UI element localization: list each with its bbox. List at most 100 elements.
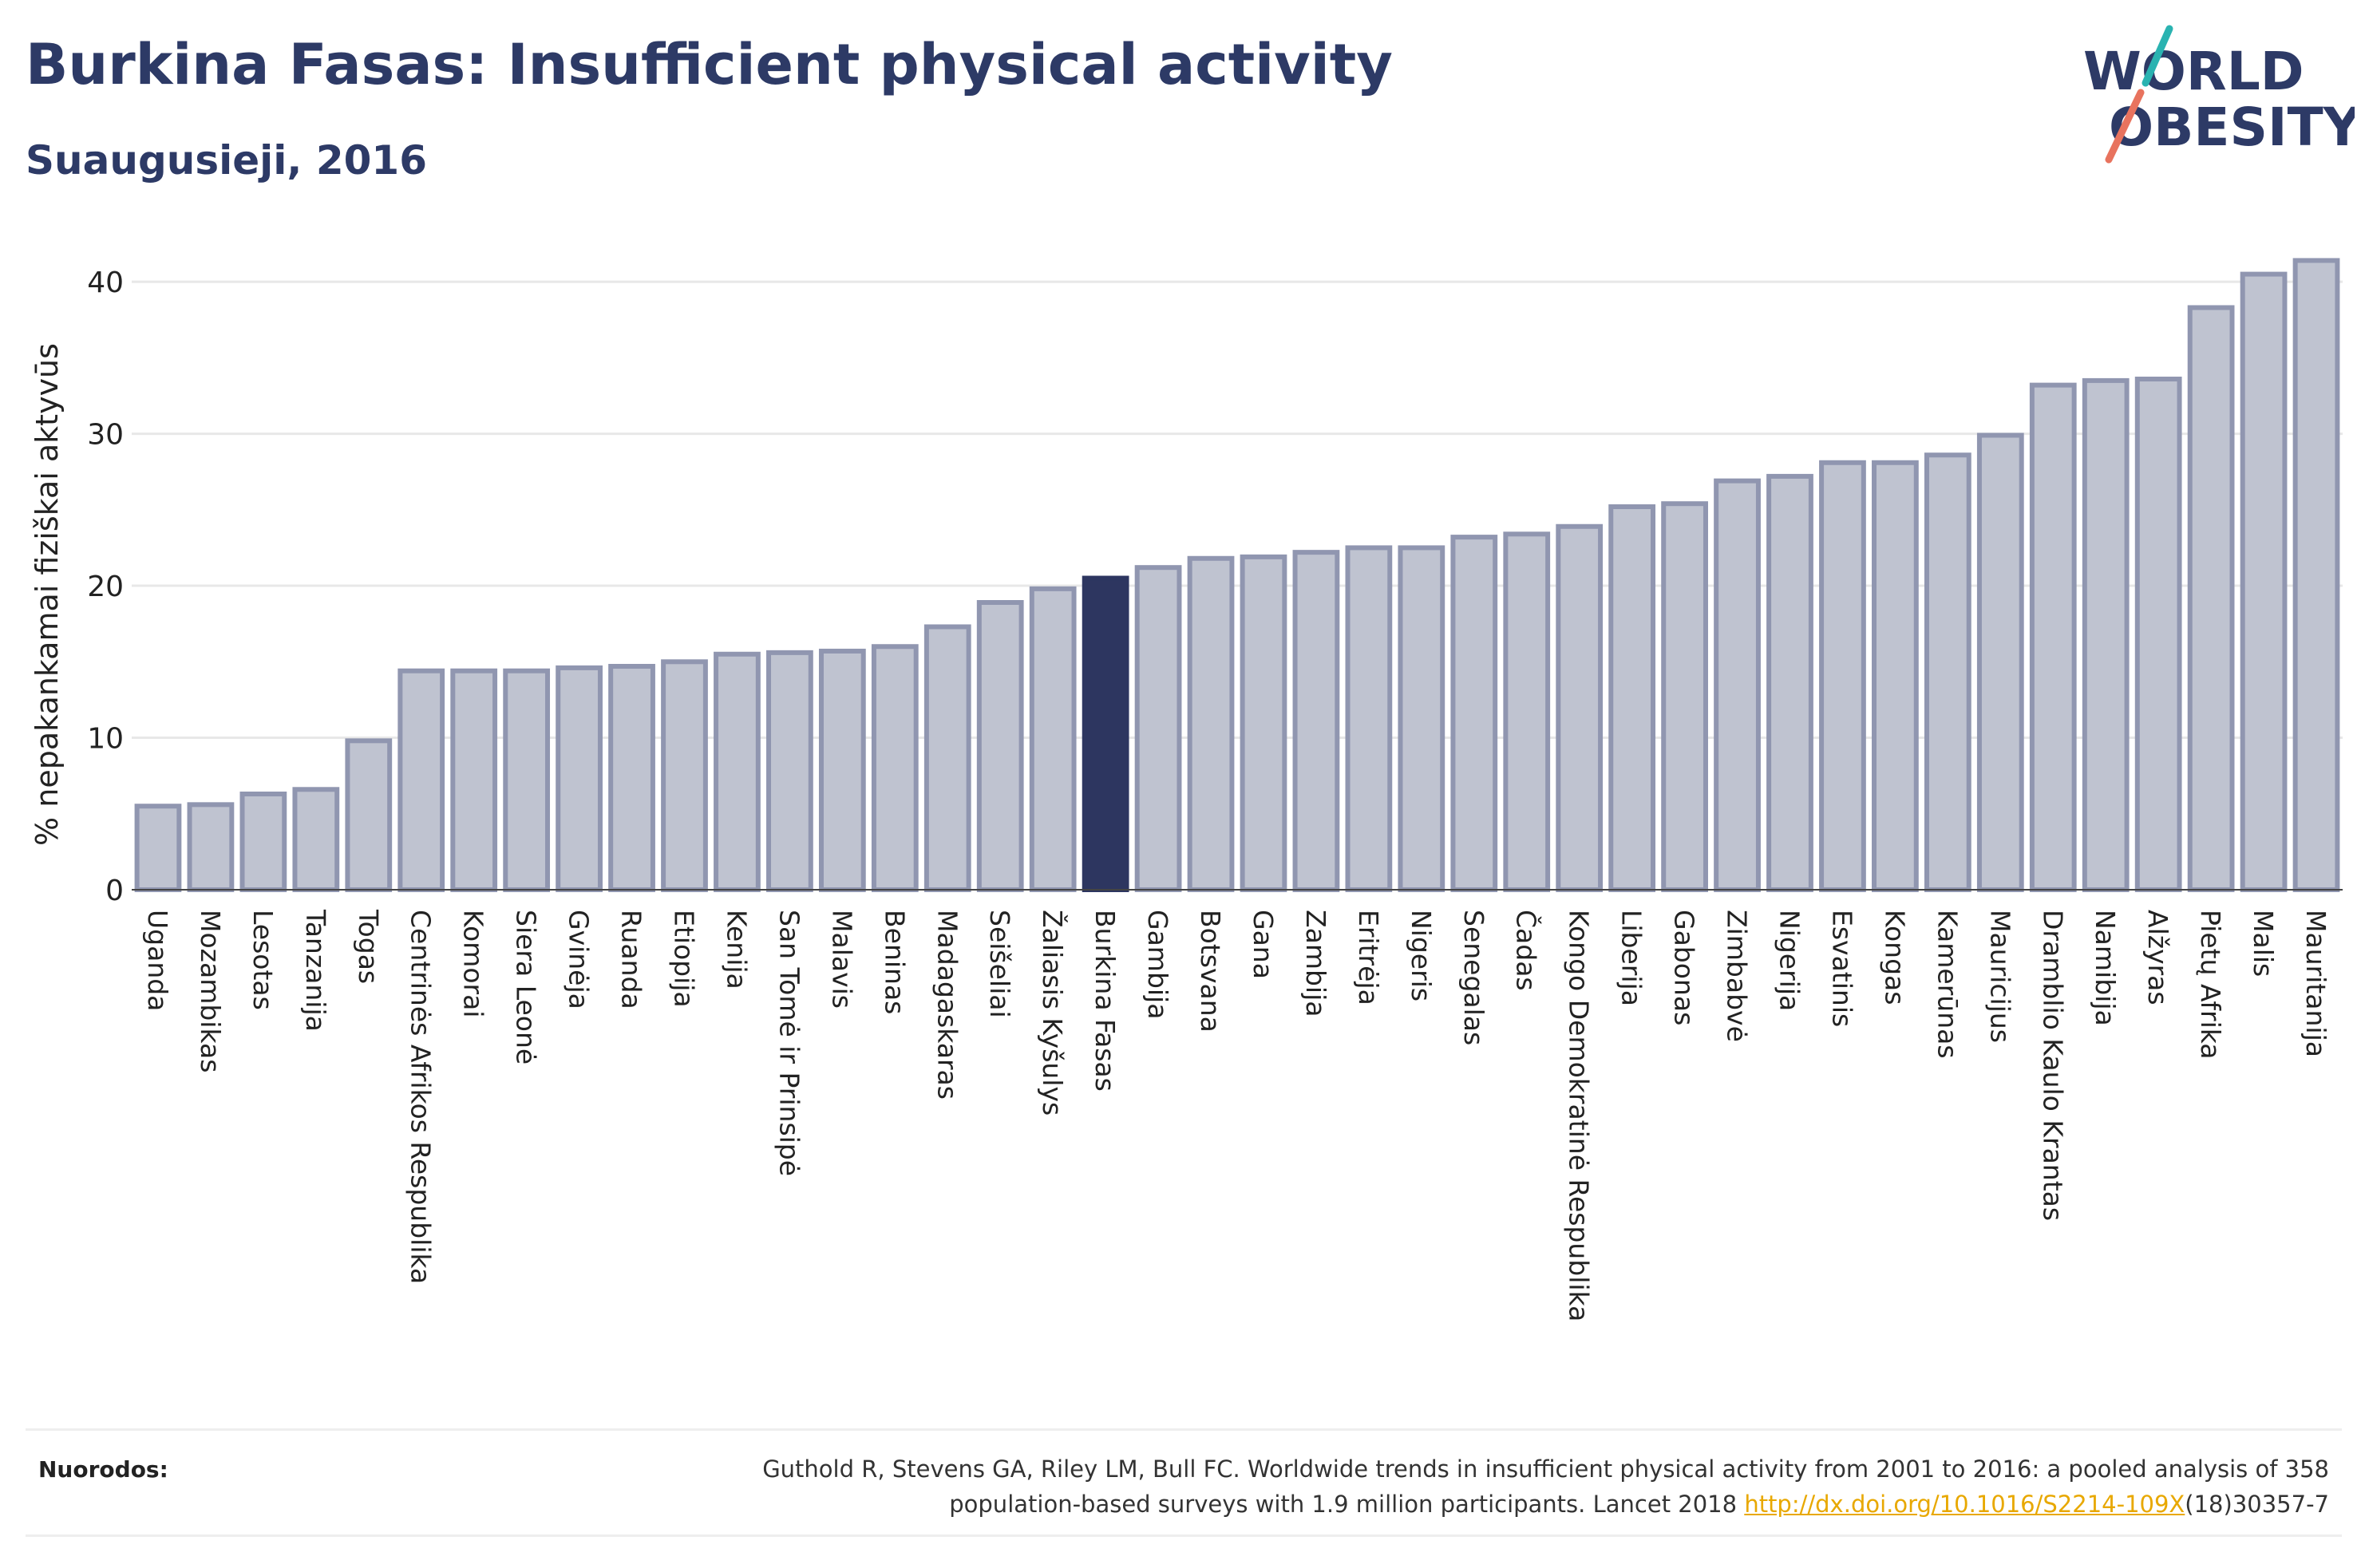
x-tick-label: Malavis [826, 910, 857, 1009]
bar-26 [1503, 531, 1551, 892]
bar-10 [661, 659, 708, 892]
x-tick-label: Gambija [1142, 910, 1173, 1019]
x-tick-label: Tanzanija [300, 909, 331, 1032]
bar-8 [556, 665, 603, 893]
x-tick-labels: Uganda Mozambikas Lesotas Tanzanija Togas Cen… [142, 909, 2331, 1321]
bar-24 [1398, 545, 1445, 893]
x-tick-label: Madagaskaras [931, 910, 963, 1100]
x-tick-label: Kenija [721, 910, 752, 989]
references-text: Guthold R, Stevens GA, Riley LM, Bull FC… [493, 1451, 2329, 1522]
bar-36 [2029, 382, 2077, 893]
chart-subtitle: Suaugusieji, 2016 [26, 137, 427, 184]
bar-13 [818, 648, 866, 892]
reference-line1: Guthold R, Stevens GA, Riley LM, Bull FC… [762, 1455, 2329, 1483]
y-axis-label: % nepakankamai fiziškai aktyvūs [30, 343, 65, 846]
chart-title: Burkina Fasas: Insufficient physical act… [26, 32, 1393, 97]
x-tick-label: Kamerūnas [1932, 910, 1963, 1059]
bar-21 [1240, 554, 1287, 892]
y-tick-label: 30 [87, 419, 124, 452]
x-tick-label: Togas [353, 909, 384, 984]
x-tick-label: Liberija [1616, 910, 1647, 1006]
x-tick-label: Botsvana [1195, 910, 1226, 1033]
y-tick-labels: 0 10 20 30 40 [87, 267, 124, 907]
bar-17 [1029, 586, 1077, 892]
bars [134, 258, 2340, 893]
reference-line2-end: (18)30357-7 [2185, 1491, 2329, 1518]
x-tick-label: Senegalas [1458, 910, 1489, 1045]
bar-12 [766, 650, 813, 892]
x-tick-label: Eritrėja [1353, 910, 1384, 1005]
y-tick-label: 20 [87, 571, 124, 603]
bar-38 [2134, 377, 2182, 892]
x-tick-label: Nigerija [1774, 910, 1805, 1011]
world-obesity-logo: WORLD OBESITY [2083, 25, 2355, 164]
x-tick-label: Lesotas [247, 910, 279, 1010]
bar-7 [503, 668, 551, 892]
x-tick-label: Čadas [1511, 910, 1543, 991]
x-tick-label: Siera Leonė [511, 910, 542, 1064]
bar-19 [1134, 565, 1182, 892]
x-tick-label: Pietų Afrika [2195, 910, 2226, 1060]
bar-16 [976, 600, 1024, 892]
bar-11 [714, 651, 761, 892]
x-tick-label: Ruanda [616, 910, 647, 1009]
bar-29 [1661, 501, 1708, 892]
bar-23 [1345, 545, 1393, 893]
x-tick-label: Uganda [142, 910, 173, 1011]
x-tick-label: Kongas [1879, 910, 1910, 1005]
bar-5 [397, 668, 445, 892]
bar-22 [1292, 550, 1340, 893]
references-footer: Nuorodos: Guthold R, Stevens GA, Riley L… [26, 1428, 2342, 1537]
bar-15 [923, 624, 971, 892]
bar-37 [2082, 377, 2130, 892]
bar-33 [1872, 460, 1919, 892]
references-label: Nuorodos: [38, 1456, 168, 1483]
logo-slash-coral [2105, 89, 2145, 164]
bar-2 [239, 792, 287, 892]
x-tick-label: Mauricijus [1984, 910, 2015, 1043]
bar-27 [1556, 523, 1604, 892]
bar-40 [2240, 271, 2288, 893]
y-tick-label: 40 [87, 267, 124, 299]
x-tick-label: Zimbabvė [1722, 910, 1753, 1042]
x-tick-label: Komorai [458, 910, 489, 1017]
bar-14 [871, 644, 919, 892]
bar-28 [1608, 504, 1656, 892]
bar-31 [1766, 473, 1813, 892]
x-tick-label: Mozambikas [195, 910, 226, 1072]
bar-9 [608, 664, 655, 892]
bar-25 [1450, 535, 1498, 892]
x-tick-label: Centrinės Afrikos Respublika [405, 910, 437, 1284]
logo-line2: OBESITY [2109, 97, 2355, 158]
y-tick-label: 0 [105, 875, 124, 907]
x-tick-label: Mauritanija [2300, 910, 2331, 1057]
x-tick-label: Namibija [2090, 910, 2121, 1026]
x-tick-label: Zambija [1300, 910, 1331, 1017]
bar-4 [345, 738, 393, 892]
x-tick-label: Žaliasis Kyšulys [1037, 910, 1069, 1116]
x-tick-label: Malis [2248, 910, 2279, 977]
bar-39 [2187, 305, 2235, 892]
bar-20 [1187, 555, 1235, 892]
x-tick-label: Beninas [879, 910, 910, 1014]
grid-lines [132, 280, 2343, 740]
bar-6 [450, 668, 498, 892]
x-tick-label: Seišeliai [984, 910, 1015, 1018]
x-tick-label: Esvatinis [1826, 910, 1857, 1027]
logo-slash-teal [2142, 25, 2173, 87]
doi-link[interactable]: http://dx.doi.org/10.1016/S2214-109X [1744, 1491, 2185, 1518]
bar-1 [187, 802, 235, 892]
x-tick-label: Burkina Fasas [1090, 910, 1121, 1092]
bar-30 [1714, 478, 1761, 892]
x-tick-label: Gana [1248, 910, 1279, 979]
x-tick-label: Gvinėja [564, 910, 595, 1009]
bar-32 [1819, 460, 1866, 892]
reference-line2: population-based surveys with 1.9 millio… [949, 1491, 1745, 1518]
x-tick-label: Alžyras [2142, 910, 2173, 1005]
bar-0 [134, 804, 182, 892]
x-tick-label: Etiopija [669, 910, 700, 1008]
x-tick-label: San Tomė ir Prinsipė [773, 910, 805, 1176]
bar-18 [1082, 575, 1129, 892]
x-tick-label: Kongo Demokratinė Respublika [1564, 910, 1595, 1321]
logo-line1: WORLD [2083, 41, 2304, 102]
